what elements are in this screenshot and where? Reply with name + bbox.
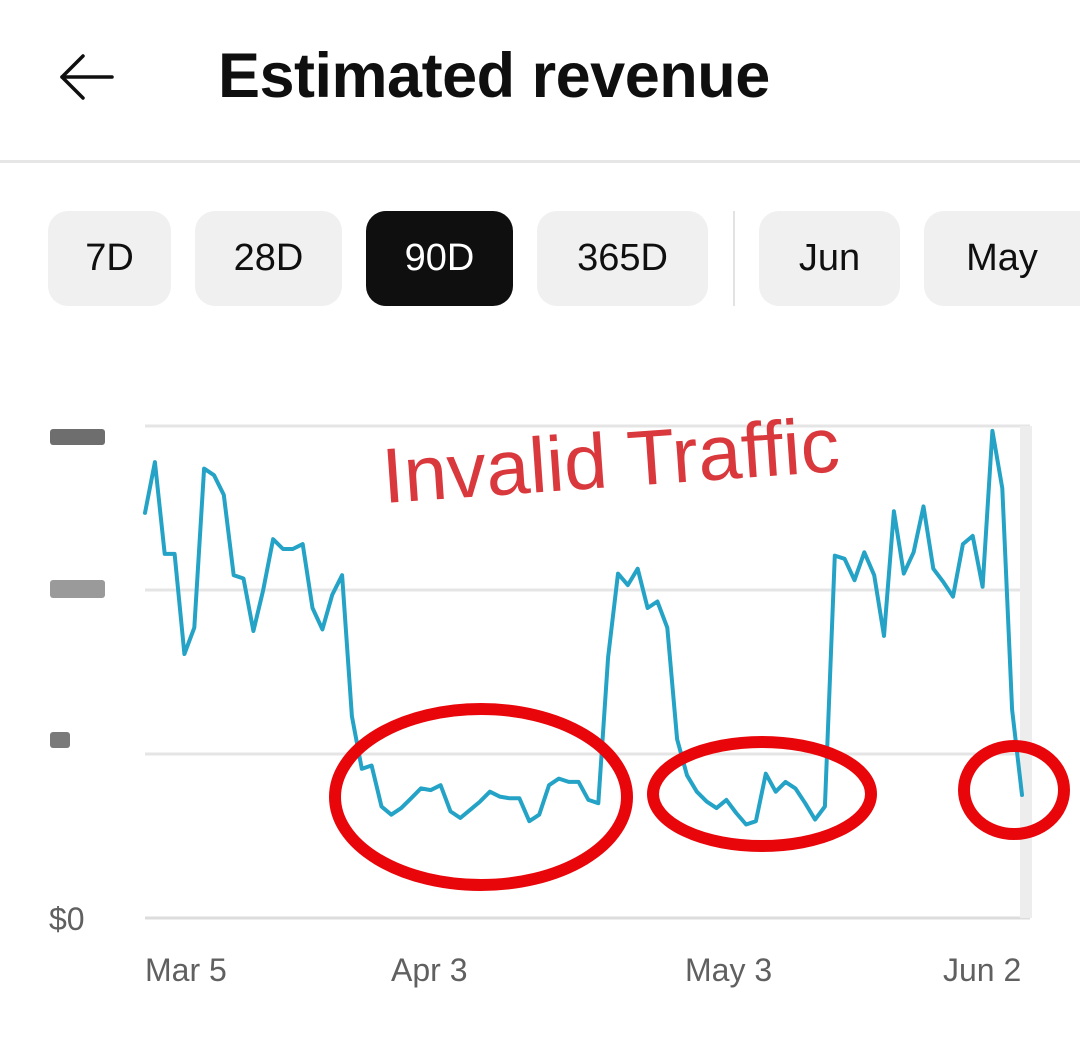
series-line-revenue [143, 428, 1024, 827]
chart-end-band [1020, 426, 1032, 918]
back-button[interactable] [46, 42, 126, 112]
date-range-chips: 7D 28D 90D 365D Jun May [0, 211, 1080, 307]
annotation-circle [958, 740, 1070, 840]
x-tick-label: May 3 [685, 952, 772, 988]
page-title: Estimated revenue [218, 41, 770, 111]
chip-90d[interactable]: 90D [366, 211, 513, 306]
x-tick-label: Jun 2 [943, 952, 1021, 988]
annotation-circle [647, 736, 877, 852]
arrow-left-icon [60, 54, 114, 100]
chip-365d[interactable]: 365D [537, 211, 708, 306]
chip-28d[interactable]: 28D [195, 211, 342, 306]
blurred-y-label [50, 732, 70, 748]
annotation-circle [329, 703, 633, 891]
blurred-y-label [50, 580, 105, 598]
annotation-text: Invalid Traffic [379, 400, 842, 520]
chip-divider [733, 211, 735, 306]
series-group [143, 428, 1024, 827]
x-tick-label: Apr 3 [391, 952, 467, 988]
y-tick-label: $0 [49, 901, 85, 937]
chip-jun[interactable]: Jun [759, 211, 900, 306]
chip-may[interactable]: May [924, 211, 1080, 306]
app-header: Estimated revenue [0, 0, 1080, 163]
x-tick-label: Mar 5 [145, 952, 227, 988]
blurred-y-label [50, 429, 105, 445]
chip-7d[interactable]: 7D [48, 211, 171, 306]
